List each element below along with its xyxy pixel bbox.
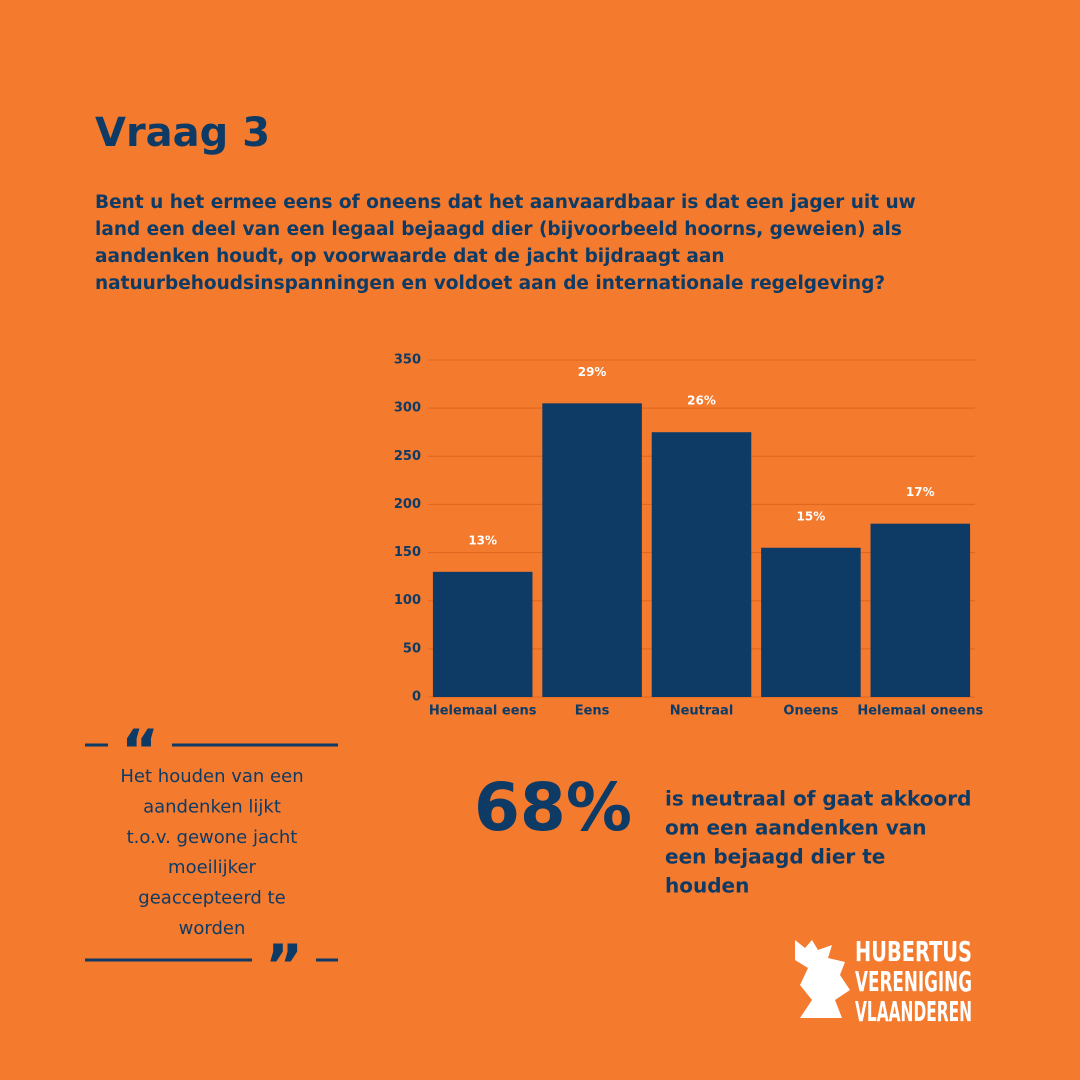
x-tick-label: Helemaal eens bbox=[429, 704, 537, 719]
y-tick-label: 0 bbox=[412, 690, 421, 705]
y-tick-label: 100 bbox=[394, 593, 421, 608]
logo-line: VLAANDEREN bbox=[855, 995, 972, 1028]
y-tick-label: 250 bbox=[394, 449, 421, 464]
bar bbox=[870, 523, 971, 697]
bar bbox=[761, 547, 861, 697]
data-label: 15% bbox=[797, 509, 826, 523]
data-label: 13% bbox=[468, 533, 497, 547]
x-tick-label: Oneens bbox=[783, 704, 838, 719]
quote-line: geaccepteerd te bbox=[138, 888, 285, 909]
quote-open: “ bbox=[121, 717, 159, 785]
quote-line: t.o.v. gewone jacht bbox=[127, 827, 298, 848]
question-line: land een deel van een legaal bejaagd die… bbox=[95, 219, 902, 240]
stat-line: een bejaagd dier te bbox=[665, 845, 885, 869]
data-label: 17% bbox=[906, 485, 935, 499]
y-tick-label: 150 bbox=[394, 545, 421, 560]
quote-line: moeilijker bbox=[168, 857, 256, 878]
y-tick-label: 200 bbox=[394, 497, 421, 512]
y-tick-label: 50 bbox=[403, 641, 421, 656]
bar bbox=[651, 432, 752, 697]
stat-line: om een aandenken van bbox=[665, 816, 927, 840]
quote-line: Het houden van een bbox=[120, 766, 303, 787]
y-tick-label: 300 bbox=[394, 401, 421, 416]
quote-line: worden bbox=[179, 918, 246, 939]
title: Vraag 3 bbox=[95, 110, 270, 156]
question-line: natuurbehoudsinspanningen en voldoet aan… bbox=[95, 273, 885, 294]
stat-line: is neutraal of gaat akkoord bbox=[665, 787, 971, 811]
logo-line: VERENIGING bbox=[855, 965, 972, 998]
logo-icon bbox=[795, 940, 850, 1018]
y-tick-label: 350 bbox=[394, 353, 421, 368]
x-tick-label: Eens bbox=[575, 704, 610, 719]
logo-line: HUBERTUS bbox=[855, 935, 972, 968]
question-line: Bent u het ermee eens of oneens dat het … bbox=[95, 192, 916, 213]
stat: 68% bbox=[474, 769, 632, 846]
bar bbox=[542, 403, 642, 697]
question-line: aandenken houdt, op voorwaarde dat de ja… bbox=[95, 246, 725, 267]
quote-rules bbox=[85, 743, 338, 962]
stat-line: houden bbox=[665, 874, 749, 898]
data-label: 29% bbox=[578, 365, 607, 379]
x-tick-label: Helemaal oneens bbox=[857, 704, 983, 719]
quote-line: aandenken lijkt bbox=[143, 796, 281, 817]
bar bbox=[432, 571, 533, 697]
x-tick-label: Neutraal bbox=[670, 704, 734, 719]
quote-close: ” bbox=[265, 932, 303, 1000]
data-label: 26% bbox=[687, 394, 716, 408]
